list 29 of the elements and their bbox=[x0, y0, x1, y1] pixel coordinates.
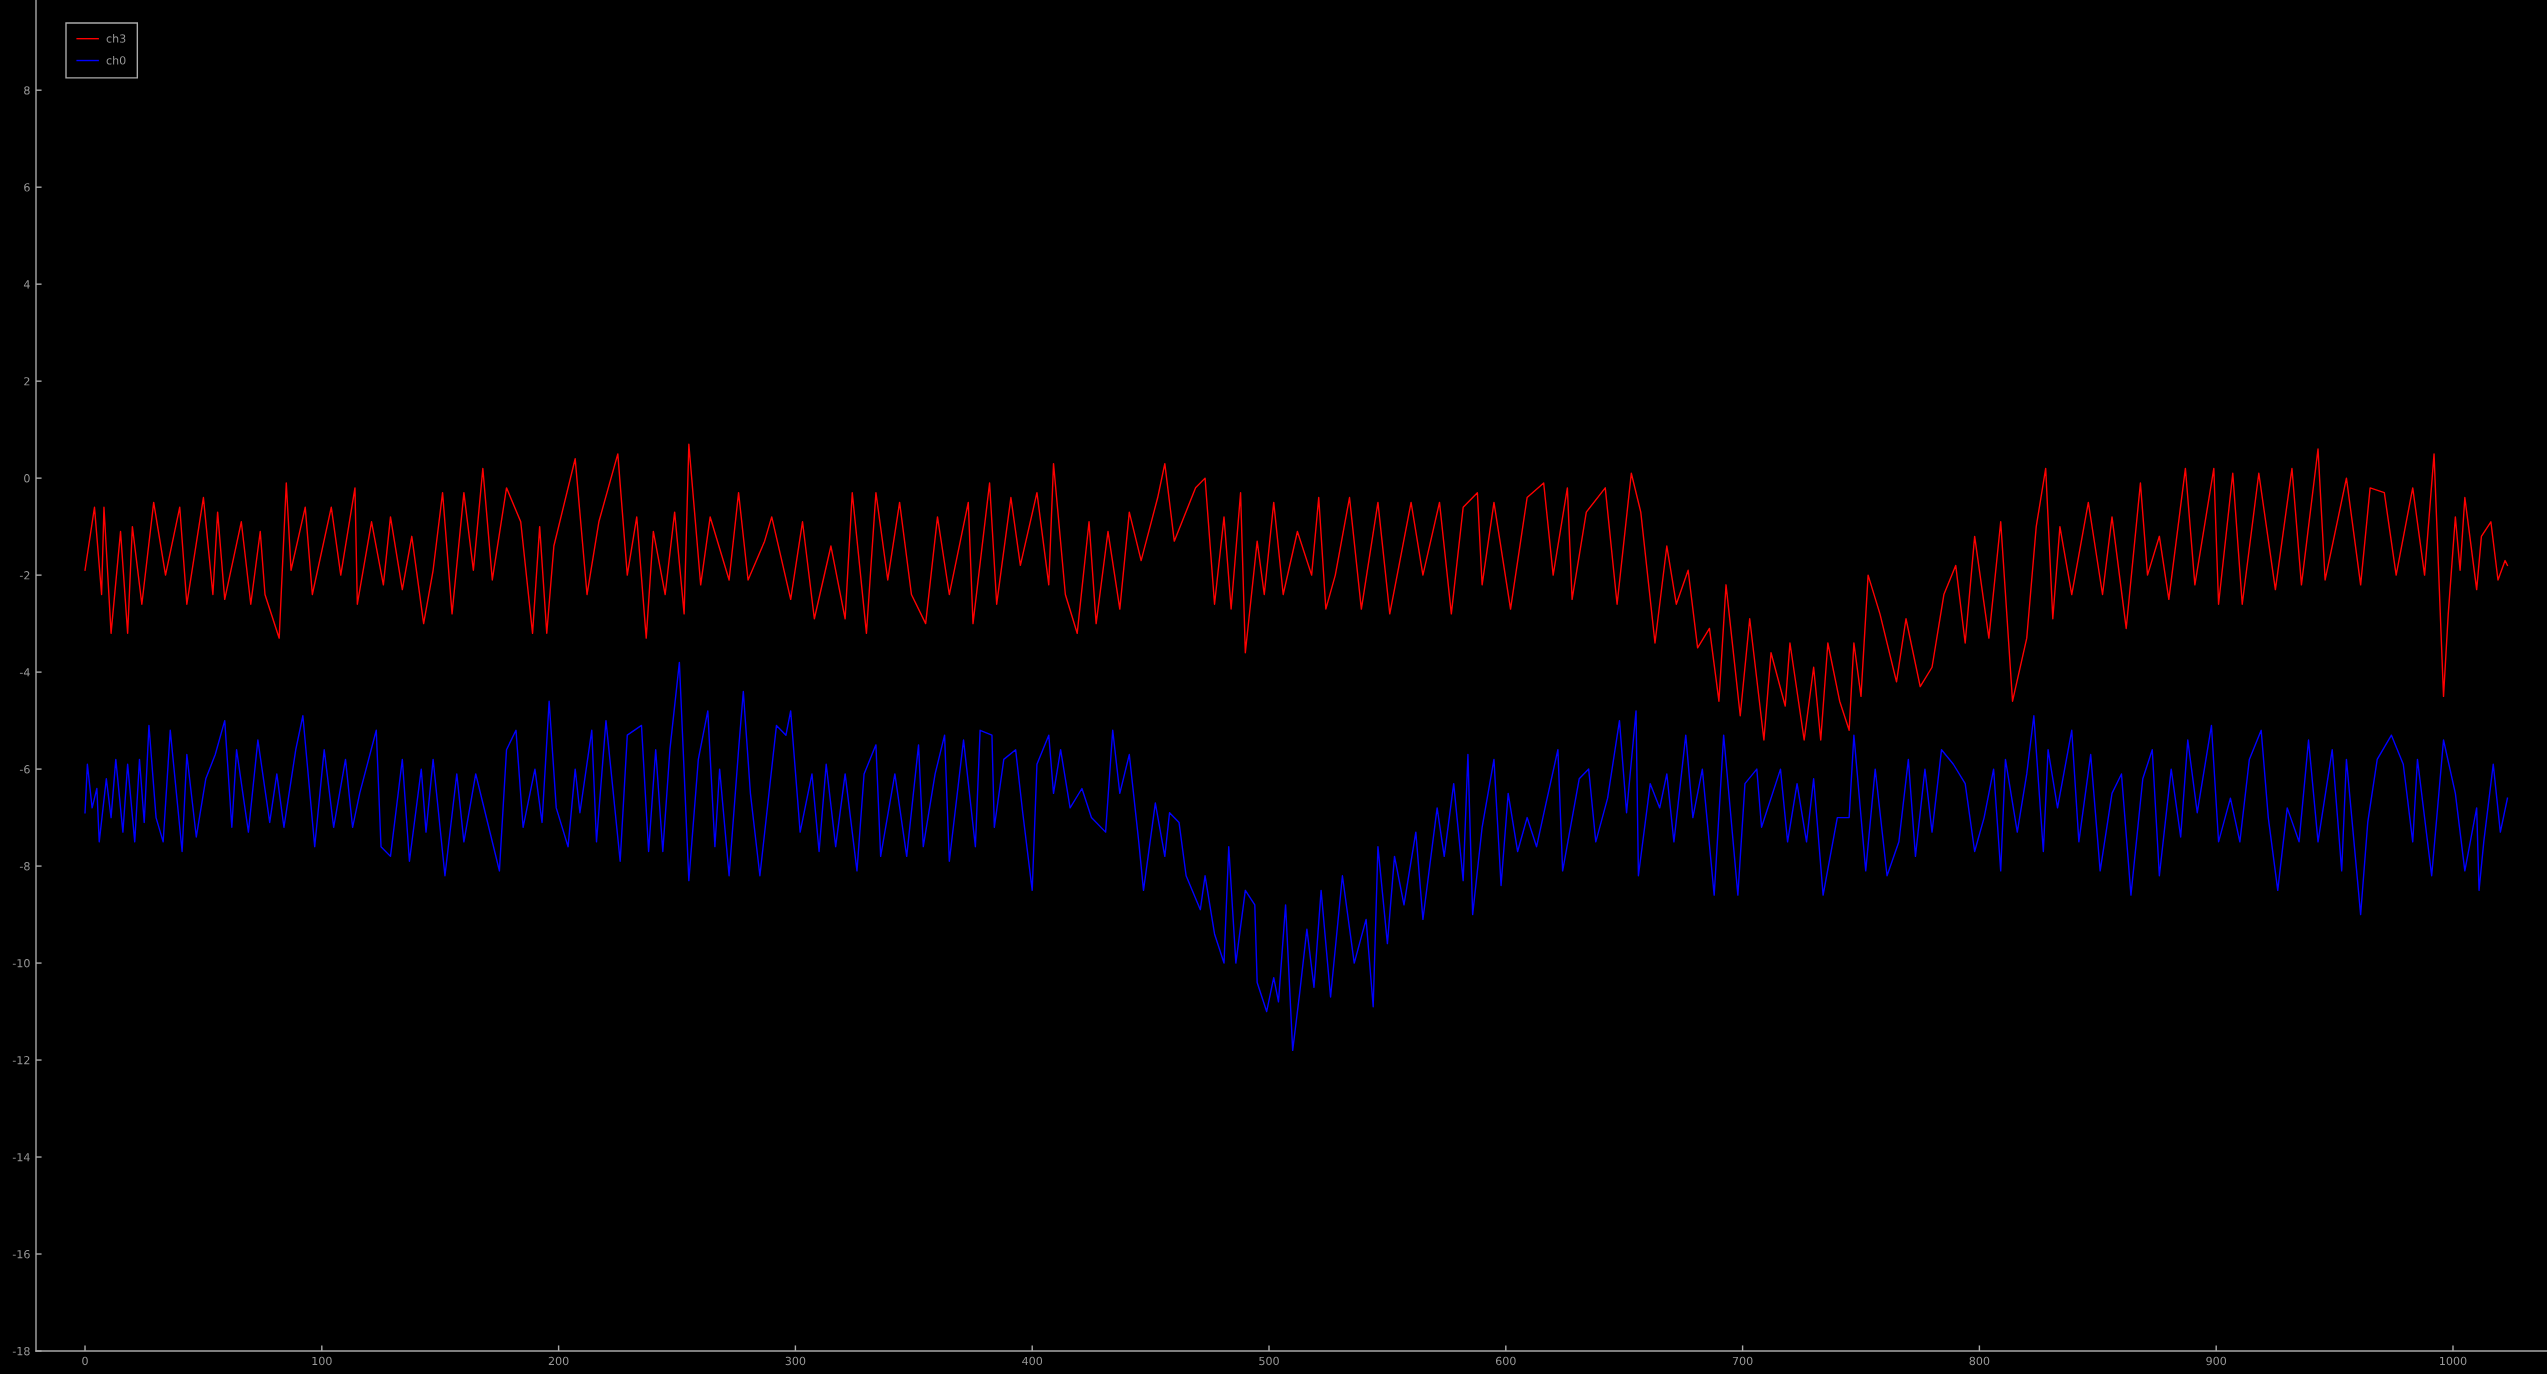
y-tick-label: 2 bbox=[24, 377, 30, 386]
x-tick-label: 600 bbox=[1495, 1356, 1516, 1366]
y-tick-label: -18 bbox=[12, 1346, 30, 1356]
y-tick-label: 0 bbox=[24, 474, 30, 483]
line-series bbox=[84, 443, 2509, 741]
y-tick-label: -16 bbox=[12, 1249, 30, 1259]
y-tick-label: -2 bbox=[19, 571, 30, 580]
y-tick-label: -10 bbox=[12, 959, 30, 968]
x-tick-label: 500 bbox=[1259, 1356, 1279, 1366]
x-tick-label: 900 bbox=[2206, 1356, 2227, 1366]
x-tick-label: 1000 bbox=[2440, 1356, 2467, 1366]
x-tick-label: 400 bbox=[1022, 1356, 1043, 1366]
x-tick-label: 800 bbox=[1969, 1356, 1990, 1366]
x-tick-label: 200 bbox=[548, 1356, 569, 1366]
y-tick-label: 6 bbox=[24, 183, 30, 192]
x-tick-label: 700 bbox=[1732, 1356, 1753, 1366]
legend-label: ch3 bbox=[106, 34, 126, 43]
y-tick-label: 8 bbox=[24, 86, 30, 95]
line-series bbox=[84, 661, 2509, 1052]
y-tick-label: -12 bbox=[12, 1056, 30, 1065]
x-tick-label: 300 bbox=[785, 1356, 806, 1366]
y-tick-label: -4 bbox=[19, 668, 30, 677]
x-tick-label: 0 bbox=[82, 1356, 88, 1366]
y-tick-label: 4 bbox=[23, 280, 30, 289]
y-tick-label: -6 bbox=[19, 765, 30, 774]
x-tick-label: 100 bbox=[312, 1356, 332, 1366]
legend-label: ch0 bbox=[106, 55, 126, 65]
y-tick-label: -8 bbox=[19, 862, 30, 871]
y-tick-label: -14 bbox=[12, 1153, 30, 1162]
